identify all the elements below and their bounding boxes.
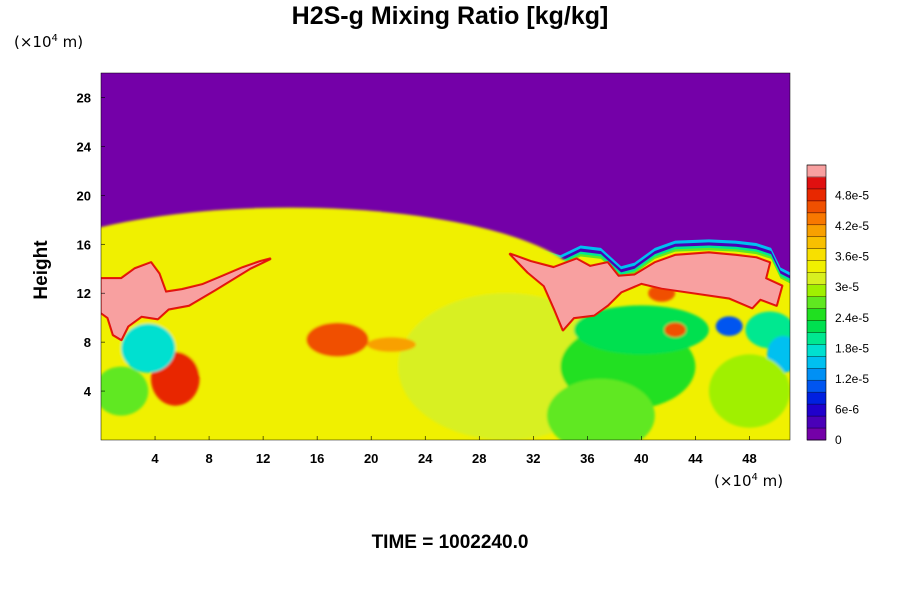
x-tick-label: 28 <box>472 451 486 466</box>
high-region-0 <box>101 258 271 341</box>
time-label: TIME = 1002240.0 <box>371 532 529 553</box>
colorbar-segment <box>807 344 826 357</box>
x-unit-suffix: m) <box>757 472 784 490</box>
colorbar-segment <box>807 176 826 190</box>
field-blob-10 <box>664 322 686 338</box>
colorbar-label: 4.2e-5 <box>835 219 869 233</box>
colorbar-segment <box>807 296 826 309</box>
colorbar-label: 0 <box>835 433 842 447</box>
colorbar-segment <box>807 368 826 381</box>
field-blob-8 <box>573 305 709 355</box>
colorbar-segment <box>807 392 826 405</box>
x-tick-label: 12 <box>256 451 270 466</box>
colorbar-segment <box>807 356 826 369</box>
x-axis-ticks: 4 8 12 16 20 24 28 32 36 40 44 48 <box>151 436 757 466</box>
plume-features <box>101 207 790 440</box>
y-tick-label: 28 <box>77 90 91 105</box>
y-unit-suffix: m) <box>57 33 84 51</box>
y-tick-label: 16 <box>77 237 91 252</box>
x-axis-unit: (×104 m) <box>714 472 783 490</box>
plot-frame <box>100 72 791 441</box>
colorbar-segment <box>807 224 826 238</box>
y-tick-label: 4 <box>84 384 92 399</box>
x-tick-label: 24 <box>418 451 433 466</box>
x-tick-label: 32 <box>526 451 540 466</box>
x-tick-label: 16 <box>310 451 324 466</box>
y-tick-label: 8 <box>84 335 91 350</box>
colorbar-segment <box>807 248 826 262</box>
x-tick-label: 48 <box>742 451 756 466</box>
colorbar-segment <box>807 165 826 178</box>
colorbar-segment <box>807 284 826 297</box>
x-unit-base: (×10 <box>714 472 752 490</box>
y-unit-exponent: 4 <box>51 33 58 44</box>
x-tick-label: 4 <box>151 451 159 466</box>
y-axis-unit: (×104 m) <box>14 33 83 51</box>
colorbar-segment <box>807 416 826 429</box>
colorbar-label: 4.8e-5 <box>835 189 869 203</box>
colorbar-segment <box>807 428 826 441</box>
colorbar-segment <box>807 332 826 345</box>
field-blob-9 <box>715 316 743 337</box>
chart-title: H2S-g Mixing Ratio [kg/kg] <box>291 2 609 30</box>
colorbar-label: 3e-5 <box>835 280 859 294</box>
x-tick-label: 44 <box>688 451 703 466</box>
field-blob-6 <box>101 366 149 416</box>
colorbar-label: 1.8e-5 <box>835 341 869 355</box>
y-tick-label: 24 <box>77 139 92 154</box>
heatmap-field <box>101 73 790 440</box>
x-tick-label: 8 <box>205 451 212 466</box>
colorbar: 0 6e-6 1.2e-5 1.8e-5 2.4e-5 3e-5 3.6e-5 4.2e-5 4… <box>806 164 869 447</box>
high-region-1 <box>509 252 783 331</box>
x-tick-label: 36 <box>580 451 594 466</box>
colorbar-segment <box>807 272 826 285</box>
y-tick-label: 12 <box>77 286 91 301</box>
colorbar-label: 3.6e-5 <box>835 250 869 264</box>
x-tick-label: 20 <box>364 451 378 466</box>
field-blob-3 <box>367 337 416 352</box>
colorbar-label: 6e-6 <box>835 402 859 416</box>
colorbar-segment <box>807 236 826 250</box>
colorbar-segment <box>807 320 826 333</box>
colorbar-segment <box>807 308 826 321</box>
x-tick-label: 40 <box>634 451 648 466</box>
colorbar-label: 1.2e-5 <box>835 372 869 386</box>
field-blob-5 <box>121 323 176 373</box>
colorbar-label: 2.4e-5 <box>835 311 869 325</box>
field-blob-15 <box>708 354 790 428</box>
colorbar-frame <box>806 164 827 441</box>
colorbar-segment <box>807 212 826 226</box>
field-blob-2 <box>306 322 369 357</box>
colorbar-segment <box>807 200 826 214</box>
field-blob-14 <box>546 378 655 440</box>
colorbar-segment <box>807 404 826 417</box>
x-unit-exponent: 4 <box>751 472 758 483</box>
y-unit-base: (×10 <box>14 33 52 51</box>
y-tick-label: 20 <box>77 188 91 203</box>
y-axis-ticks: 4 8 12 16 20 24 28 <box>77 90 105 399</box>
colorbar-segment <box>807 380 826 393</box>
colorbar-segment <box>807 188 826 202</box>
colorbar-segment <box>807 260 826 274</box>
